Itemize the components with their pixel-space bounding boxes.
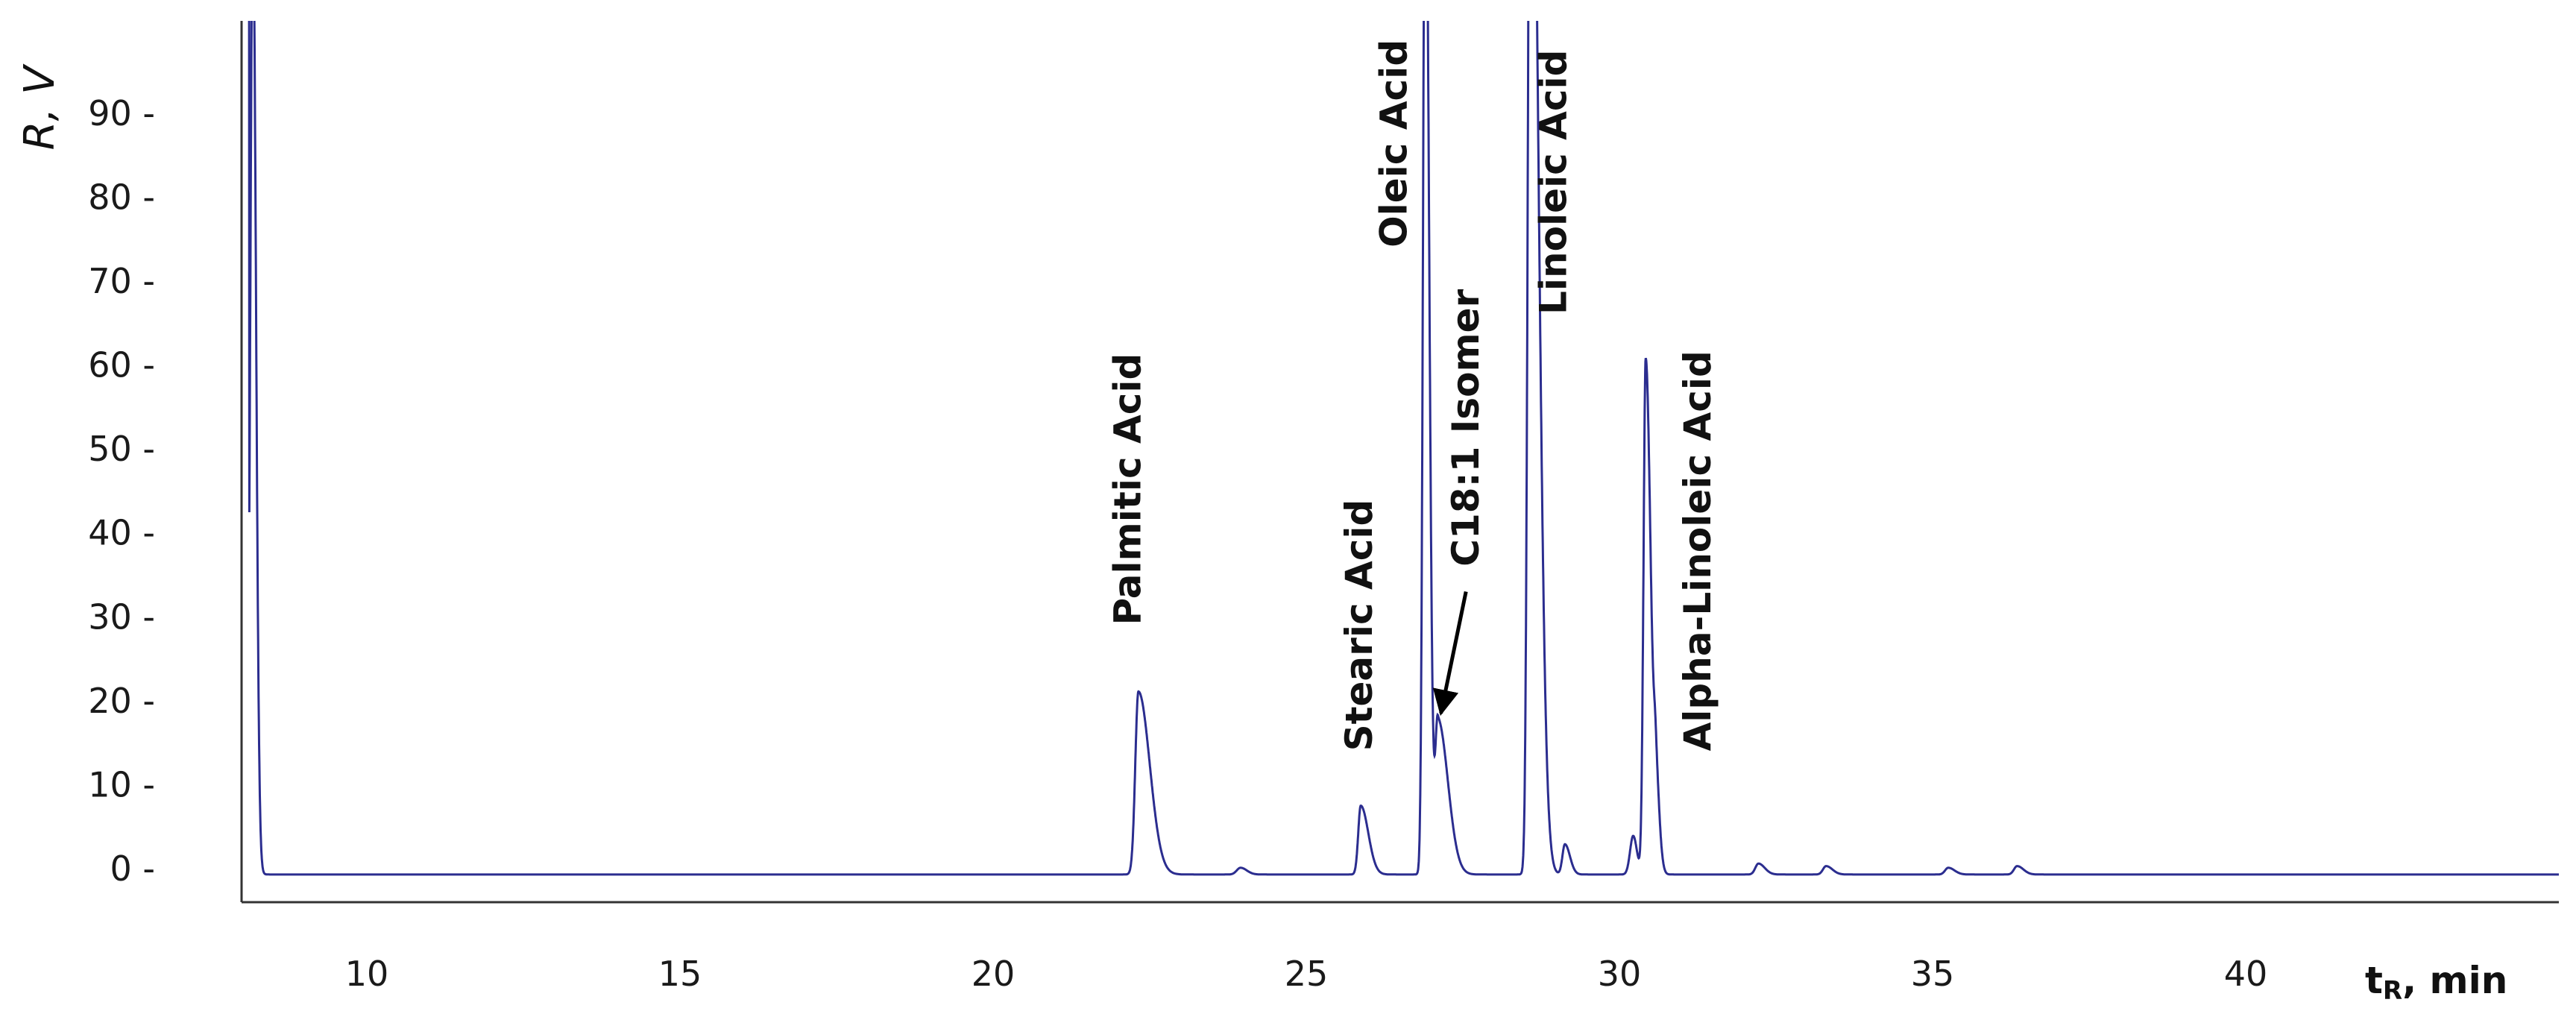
isomer-arrow — [1432, 591, 1468, 717]
y-axis: 0 -10 -20 -30 -40 -50 -60 -70 -80 -90 - … — [16, 21, 243, 902]
peak-annotations: Palmitic Acid Stearic Acid Oleic Acid C18:1… — [1106, 40, 1719, 752]
peak-label: Stearic Acid — [1338, 500, 1381, 752]
x-tick-label: 25 — [1285, 954, 1329, 994]
y-tick-label: 70 - — [88, 261, 155, 301]
x-axis-title: tR, min — [2365, 959, 2507, 1006]
y-axis-title: R, V — [16, 63, 64, 151]
y-tick-label: 0 - — [110, 848, 156, 889]
y-tick-label: 90 - — [88, 93, 155, 133]
chromatogram-trace — [248, 21, 2559, 876]
y-tick-label: 40 - — [88, 513, 155, 553]
y-tick-label: 20 - — [88, 681, 155, 721]
x-tick-label: 30 — [1598, 954, 1642, 994]
peak-label: Palmitic Acid — [1106, 353, 1149, 626]
x-tick-label: 15 — [658, 954, 702, 994]
x-axis-title-rest: , min — [2402, 959, 2507, 1002]
peak-label: Linoleic Acid — [1532, 50, 1575, 315]
y-tick-labels: 0 - 10 - 20 - 30 - 40 - 50 - 60 - 70 - 80 - 90 - — [88, 93, 155, 889]
x-tick-label: 40 — [2224, 954, 2268, 994]
y-tick-label: 50 - — [88, 429, 155, 469]
x-tick-label: 35 — [1911, 954, 1955, 994]
y-tick-label: 80 - — [88, 177, 155, 217]
y-tick-label: 30 - — [88, 596, 155, 637]
y-tick-label: 60 - — [88, 345, 155, 385]
x-tick-label: 10 — [345, 954, 389, 994]
x-tick-labels: 10 15 20 25 30 35 40 — [345, 954, 2268, 994]
peak-label: Alpha-Linoleic Acid — [1676, 350, 1719, 751]
x-axis: 10 15 20 25 30 35 40 tR, min — [242, 901, 2559, 1006]
x-axis-title-subscript: R — [2383, 976, 2402, 1006]
y-tick-label: 10 - — [88, 764, 155, 805]
x-axis-title-main: t — [2365, 959, 2383, 1002]
peak-label: Oleic Acid — [1372, 40, 1415, 248]
peak-label: C18:1 Isomer — [1444, 289, 1487, 567]
x-tick-label: 20 — [971, 954, 1015, 994]
